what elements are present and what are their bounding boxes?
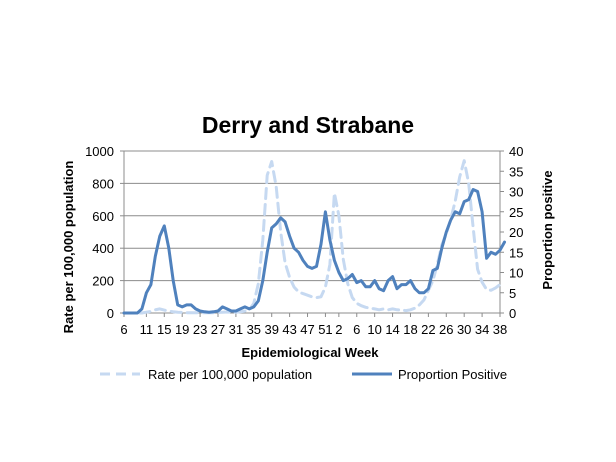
x-tick-label: 31 [229, 322, 243, 337]
x-tick-label: 26 [439, 322, 453, 337]
x-tick-label: 6 [120, 322, 127, 337]
right-tick-label: 35 [509, 164, 523, 179]
x-tick-label: 30 [457, 322, 471, 337]
x-tick-label: 10 [367, 322, 381, 337]
right-tick-label: 10 [509, 266, 523, 281]
x-tick-label: 15 [157, 322, 171, 337]
x-tick-label: 43 [282, 322, 296, 337]
right-tick-label: 30 [509, 185, 523, 200]
x-tick-label: 35 [247, 322, 261, 337]
chart-title: Derry and Strabane [202, 112, 414, 138]
series-line-proportion-positive [122, 188, 506, 315]
gridlines [124, 150, 500, 282]
x-axis-label: Epidemiological Week [241, 345, 379, 360]
x-tick-label: 6 [353, 322, 360, 337]
series-line-rate [122, 159, 502, 315]
x-tick-label: 38 [493, 322, 507, 337]
right-tick-label: 25 [509, 205, 523, 220]
axes [123, 151, 501, 314]
x-tick-label: 23 [193, 322, 207, 337]
left-y-ticks: 0 200 400 600 800 1000 [85, 144, 124, 321]
x-tick-label: 39 [264, 322, 278, 337]
right-y-ticks: 0 5 10 15 20 25 30 35 40 [500, 144, 523, 321]
right-tick-label: 15 [509, 245, 523, 260]
right-tick-label: 40 [509, 144, 523, 159]
x-tick-label: 11 [140, 322, 154, 337]
left-tick-label: 200 [92, 274, 114, 289]
left-tick-label: 800 [92, 176, 114, 191]
x-tick-label: 47 [300, 322, 314, 337]
x-tick-label: 19 [175, 322, 189, 337]
right-y-axis-label: Proportion positive [540, 170, 555, 289]
x-ticks: 6 11 15 19 23 27 31 35 39 43 47 51 2 6 10 14 18 22 26 30 34 3… [120, 313, 507, 337]
x-tick-label: 18 [403, 322, 417, 337]
legend: Rate per 100,000 population Proportion P… [100, 367, 507, 382]
right-tick-label: 20 [509, 225, 523, 240]
left-tick-label: 1000 [85, 144, 114, 159]
x-tick-label: 2 [335, 322, 342, 337]
legend-label-rate: Rate per 100,000 population [148, 367, 312, 382]
left-tick-label: 0 [107, 306, 114, 321]
legend-label-proportion: Proportion Positive [398, 367, 507, 382]
x-tick-label: 22 [421, 322, 435, 337]
x-tick-label: 27 [211, 322, 225, 337]
x-tick-label: 34 [475, 322, 489, 337]
left-tick-label: 400 [92, 241, 114, 256]
left-y-axis-label: Rate per 100,000 population [61, 161, 76, 334]
series-layer [122, 159, 506, 315]
x-tick-label: 51 [318, 322, 332, 337]
left-tick-label: 600 [92, 209, 114, 224]
x-tick-label: 14 [385, 322, 399, 337]
right-tick-label: 0 [509, 306, 516, 321]
right-tick-label: 5 [509, 286, 516, 301]
